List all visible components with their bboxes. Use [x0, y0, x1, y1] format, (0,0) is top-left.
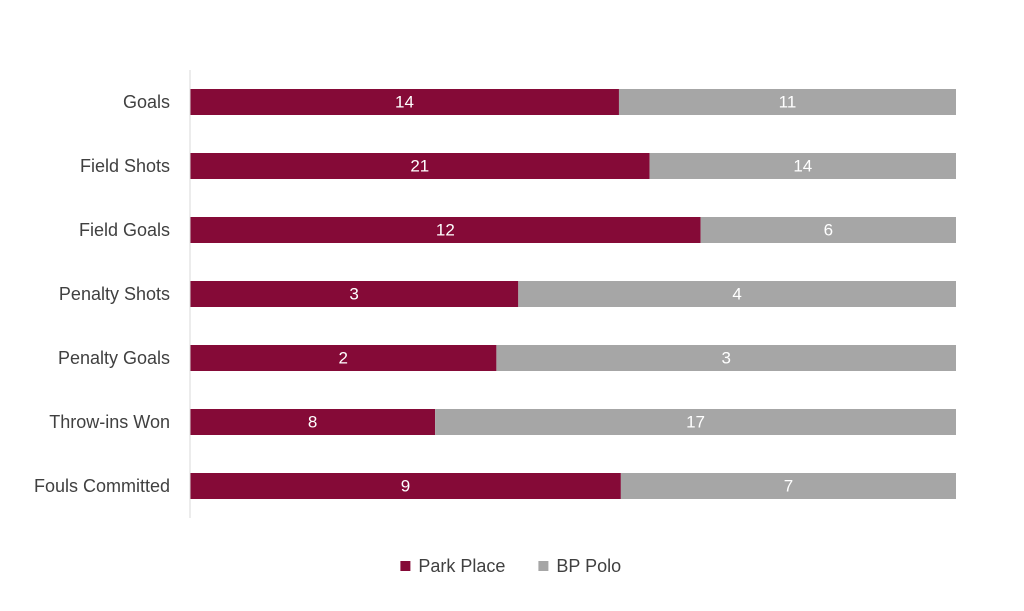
category-label-throw-ins-won: Throw-ins Won [49, 412, 170, 432]
legend-swatch-bp-polo [538, 561, 549, 571]
category-label-penalty-goals: Penalty Goals [58, 348, 170, 368]
data-label-park-place-field-shots: 21 [410, 157, 429, 176]
bar-park-place-goals [190, 89, 619, 115]
bar-bp-polo-fouls-committed [620, 473, 956, 499]
data-label-park-place-fouls-committed: 9 [401, 477, 410, 496]
legend: Park Place BP Polo [400, 556, 621, 576]
data-label-park-place-penalty-goals: 2 [338, 349, 347, 368]
legend-item-park-place: Park Place [400, 556, 505, 576]
data-label-park-place-goals: 14 [395, 93, 414, 112]
data-label-bp-polo-penalty-goals: 3 [721, 349, 730, 368]
data-label-bp-polo-goals: 11 [779, 93, 797, 112]
category-label-goals: Goals [123, 92, 170, 112]
data-label-bp-polo-field-goals: 6 [824, 221, 833, 240]
bar-bp-polo-penalty-goals [496, 345, 956, 371]
bar-park-place-fouls-committed [190, 473, 621, 499]
legend-label-park-place: Park Place [418, 556, 505, 576]
data-label-bp-polo-fouls-committed: 7 [784, 477, 793, 496]
bar-bp-polo-goals [618, 89, 956, 115]
bar-bp-polo-field-goals [700, 217, 956, 243]
category-label-fouls-committed: Fouls Committed [34, 476, 170, 496]
bar-bp-polo-throw-ins-won [435, 409, 956, 435]
bar-bp-polo-penalty-shots [518, 281, 956, 307]
data-label-bp-polo-throw-ins-won: 17 [686, 413, 705, 432]
data-label-park-place-throw-ins-won: 8 [308, 413, 317, 432]
data-label-bp-polo-field-shots: 14 [793, 157, 812, 176]
bar-park-place-field-shots [190, 153, 650, 179]
legend-label-bp-polo: BP Polo [556, 556, 621, 576]
labels-layer: Goals 14 11 Field Shots 21 14 Field Goals 12 6 Pe… [34, 92, 833, 496]
legend-item-bp-polo: BP Polo [538, 556, 621, 576]
data-label-bp-polo-penalty-shots: 4 [732, 285, 741, 304]
data-label-park-place-field-goals: 12 [436, 221, 455, 240]
category-label-field-goals: Field Goals [79, 220, 170, 240]
legend-swatch-park-place [400, 561, 411, 571]
bar-park-place-penalty-goals [190, 345, 497, 371]
bar-park-place-throw-ins-won [190, 409, 436, 435]
data-label-park-place-penalty-shots: 3 [349, 285, 358, 304]
bars-layer [190, 89, 956, 499]
category-label-field-shots: Field Shots [80, 156, 170, 176]
bar-park-place-penalty-shots [190, 281, 519, 307]
bar-park-place-field-goals [190, 217, 701, 243]
category-label-penalty-shots: Penalty Shots [59, 284, 170, 304]
bar-bp-polo-field-shots [649, 153, 956, 179]
